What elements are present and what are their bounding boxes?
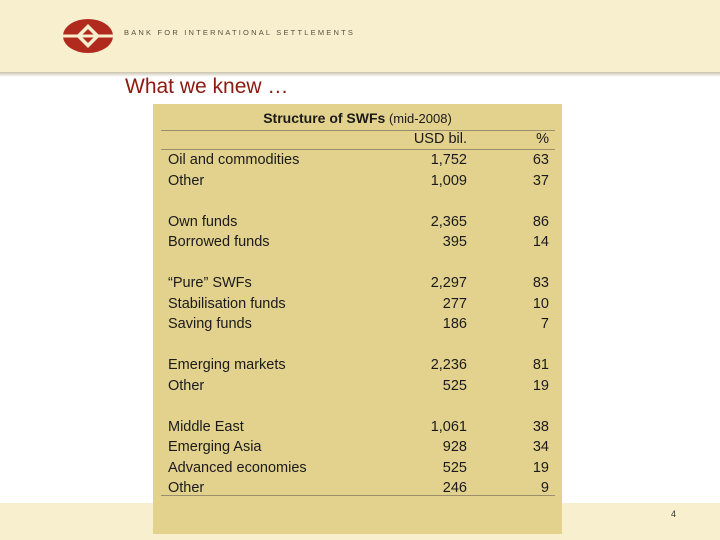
row-usd-value: 246 xyxy=(442,480,467,496)
row-usd-value: 277 xyxy=(442,295,467,312)
row-label: Other xyxy=(168,172,205,189)
table-title: Structure of SWFs (mid-2008) xyxy=(153,110,562,126)
row-label: Middle East xyxy=(168,418,244,435)
bis-logo-icon xyxy=(63,19,113,53)
header-divider xyxy=(0,72,720,77)
row-usd-value: 1,752 xyxy=(430,152,467,168)
row-usd-value: 2,365 xyxy=(430,213,467,230)
row-usd-value: 525 xyxy=(442,459,467,476)
row-label: “Pure” SWFs xyxy=(168,275,252,291)
swf-structure-table: Structure of SWFs (mid-2008) USD bil. % … xyxy=(153,104,562,534)
page-number: 4 xyxy=(671,509,677,519)
row-label: Oil and commodities xyxy=(168,152,300,168)
row-percent-value: 9 xyxy=(540,480,549,496)
row-usd-value: 928 xyxy=(442,439,467,455)
row-label: Other xyxy=(168,377,205,394)
row-label: Own funds xyxy=(168,213,238,230)
row-usd-value: 395 xyxy=(442,234,467,250)
row-percent-value: 37 xyxy=(532,172,549,189)
row-percent-value: 63 xyxy=(532,152,549,168)
row-percent-value: 81 xyxy=(532,357,549,373)
table-rule-bottom xyxy=(161,495,555,496)
row-label: Emerging markets xyxy=(168,357,286,373)
column-header-percent: % xyxy=(536,131,549,147)
row-percent-value: 38 xyxy=(532,418,549,435)
table-rule-top xyxy=(161,130,555,131)
row-percent-value: 19 xyxy=(532,377,549,394)
row-percent-value: 86 xyxy=(532,213,549,230)
header-band xyxy=(0,0,720,72)
slide-title: What we knew … xyxy=(125,75,289,98)
row-percent-value: 19 xyxy=(532,459,549,476)
row-percent-value: 7 xyxy=(540,316,549,332)
table-rule-header xyxy=(161,149,555,150)
row-label: Borrowed funds xyxy=(168,234,270,250)
row-usd-value: 186 xyxy=(442,316,467,332)
row-percent-value: 83 xyxy=(532,275,549,291)
row-usd-value: 525 xyxy=(442,377,467,394)
row-usd-value: 1,061 xyxy=(430,418,467,435)
column-header-usd: USD bil. xyxy=(413,131,467,147)
row-label: Saving funds xyxy=(168,316,252,332)
table-title-suffix: (mid-2008) xyxy=(385,111,452,126)
row-usd-value: 2,297 xyxy=(430,275,467,291)
row-usd-value: 2,236 xyxy=(430,357,467,373)
row-label: Stabilisation funds xyxy=(168,295,286,312)
row-usd-value: 1,009 xyxy=(430,172,467,189)
row-percent-value: 10 xyxy=(532,295,549,312)
row-label: Advanced economies xyxy=(168,459,307,476)
row-label: Emerging Asia xyxy=(168,439,262,455)
table-title-main: Structure of SWFs xyxy=(263,110,386,126)
organization-name: BANK FOR INTERNATIONAL SETTLEMENTS xyxy=(124,28,356,37)
row-label: Other xyxy=(168,480,205,496)
row-percent-value: 14 xyxy=(532,234,549,250)
row-percent-value: 34 xyxy=(532,439,549,455)
